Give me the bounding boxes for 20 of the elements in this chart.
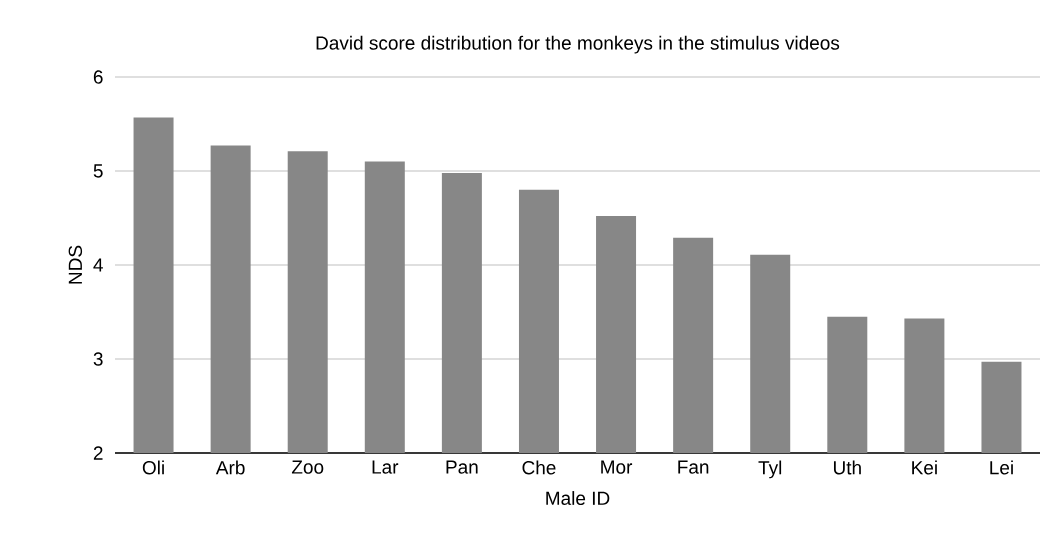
chart-title: David score distribution for the monkeys in the stimulus videos bbox=[316, 35, 840, 54]
x-tick-label: Arb bbox=[215, 460, 245, 475]
x-tick-label: Che bbox=[522, 460, 556, 475]
x-tick-label: Tyl bbox=[758, 460, 782, 479]
x-tick-label: Lei bbox=[990, 460, 1013, 475]
y-tick-label: 3 bbox=[93, 352, 103, 366]
y-axis-title: NDS bbox=[68, 245, 83, 284]
x-tick-label: Fan bbox=[678, 460, 709, 474]
y-tick-label: 6 bbox=[93, 70, 103, 84]
x-tick-label: Mor bbox=[601, 460, 633, 474]
y-tick-label: 2 bbox=[93, 446, 103, 460]
x-tick-label: Kei bbox=[912, 460, 937, 475]
y-tick-label: 5 bbox=[93, 164, 103, 178]
y-tick-label: 4 bbox=[93, 258, 103, 272]
x-tick-label: Lar bbox=[372, 460, 399, 474]
x-axis-title: Male ID bbox=[546, 491, 610, 506]
x-tick-label: Pan bbox=[446, 460, 478, 474]
x-tick-label: Oli bbox=[142, 460, 164, 475]
x-tick-label: Zoo bbox=[291, 460, 324, 474]
x-tick-label: Uth bbox=[833, 460, 861, 475]
